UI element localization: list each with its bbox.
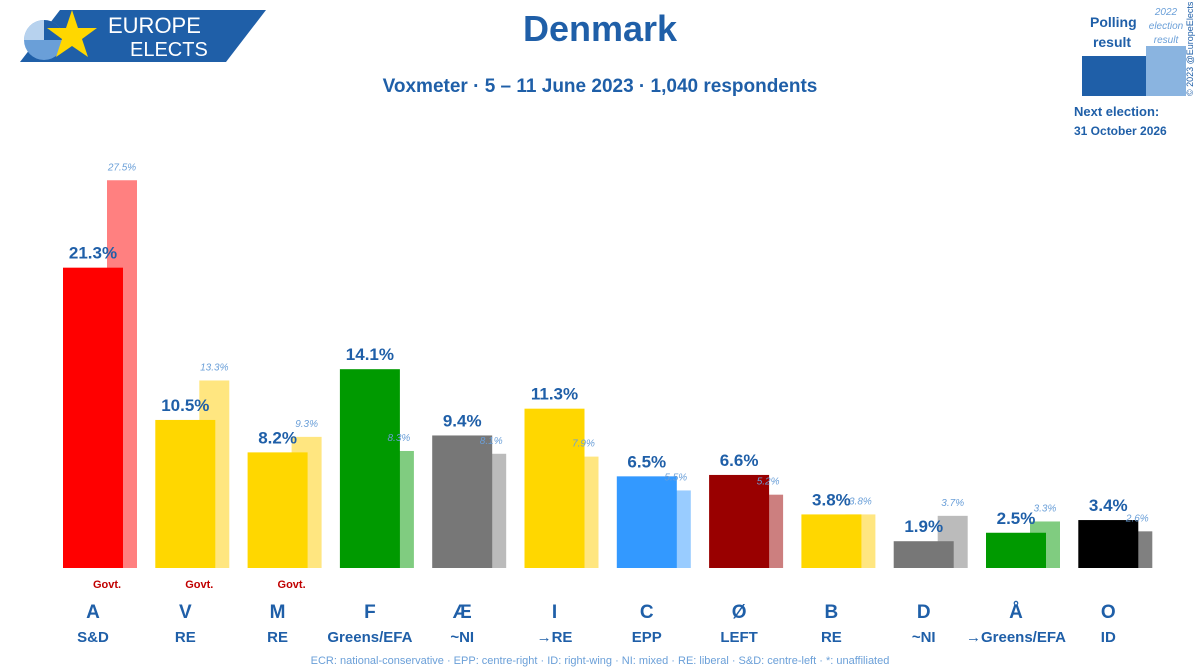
- bar-poll-label: 11.3%: [531, 385, 578, 404]
- category-group: RE: [267, 629, 288, 646]
- category-code: C: [640, 602, 654, 623]
- bar-poll-7: [709, 474, 770, 568]
- bar-poll-0: [63, 267, 123, 568]
- category-group: Greens/EFA: [327, 629, 412, 646]
- govt-marker: Govt.: [93, 579, 121, 591]
- bar-poll-label: 8.2%: [258, 428, 297, 447]
- bar-poll-6: [616, 476, 677, 568]
- category-code: Ø: [732, 602, 747, 623]
- bar-election-label: 7.9%: [572, 439, 595, 450]
- category-code: A: [86, 602, 100, 623]
- bar-election-label: 3.8%: [849, 496, 872, 507]
- bar-poll-9: [893, 541, 954, 568]
- bar-election-label: 9.3%: [295, 419, 318, 430]
- legend-polling-swatch: [1082, 56, 1146, 96]
- bar-election-label: 2.6%: [1125, 513, 1149, 524]
- bar-poll-4: [432, 435, 493, 568]
- bar-election-label: 5.5%: [664, 472, 687, 483]
- category-code: I: [552, 602, 557, 623]
- category-group: RE: [821, 629, 842, 646]
- footer-legend: ECR: national-conservative · EPP: centre…: [310, 655, 890, 667]
- europe-elects-logo: EUROPE ELECTS: [20, 10, 266, 62]
- bar-poll-label: 2.5%: [997, 509, 1036, 528]
- bar-election-label: 3.3%: [1034, 503, 1057, 514]
- bar-poll-8: [801, 514, 862, 568]
- bar-poll-label: 14.1%: [346, 345, 394, 364]
- bar-poll-10: [986, 532, 1046, 568]
- category-code: Æ: [453, 602, 472, 623]
- category-group: S&D: [77, 629, 109, 646]
- category-group: ID: [1101, 629, 1116, 646]
- bar-poll-1: [155, 419, 216, 568]
- legend-polling-label: Polling result: [1090, 14, 1137, 50]
- bar-poll-label: 6.6%: [720, 451, 759, 470]
- next-election-date: 31 October 2026: [1074, 124, 1167, 138]
- bar-poll-3: [339, 369, 400, 568]
- bar-poll-label: 21.3%: [69, 244, 117, 263]
- category-code: Å: [1009, 602, 1023, 623]
- govt-marker: Govt.: [185, 579, 213, 591]
- logo-line-2: ELECTS: [130, 39, 208, 61]
- category-group: RE: [175, 629, 196, 646]
- category-code: M: [270, 602, 286, 623]
- bar-election-label: 8.3%: [388, 433, 411, 444]
- bar-poll-label: 3.8%: [812, 490, 851, 509]
- bar-election-label: 8.1%: [480, 436, 503, 447]
- bar-poll-label: 3.4%: [1089, 496, 1128, 515]
- category-group: →Greens/EFA: [966, 629, 1066, 646]
- legend-election-swatch: [1146, 46, 1186, 96]
- next-election-label: Next election:: [1074, 104, 1160, 119]
- category-group: ~NI: [450, 629, 474, 646]
- category-code: D: [917, 602, 931, 623]
- chart-title: Denmark: [522, 8, 678, 49]
- govt-marker: Govt.: [278, 579, 306, 591]
- legend: Polling result 2022 election result Next…: [1072, 4, 1200, 144]
- bar-poll-label: 6.5%: [627, 452, 666, 471]
- category-code: F: [364, 602, 376, 623]
- bar-poll-label: 1.9%: [904, 517, 943, 536]
- bar-poll-label: 9.4%: [443, 411, 482, 430]
- bar-poll-5: [524, 408, 585, 568]
- bar-election-label: 13.3%: [200, 362, 228, 373]
- category-code: O: [1101, 602, 1116, 623]
- bar-poll-2: [247, 452, 308, 568]
- category-group: LEFT: [720, 629, 758, 646]
- category-group: EPP: [632, 629, 662, 646]
- category-code: V: [179, 602, 192, 623]
- bar-poll-label: 10.5%: [161, 396, 209, 415]
- legend-election-label: 2022 election result: [1148, 7, 1184, 46]
- chart-subtitle: Voxmeter · 5 – 11 June 2023 · 1,040 resp…: [382, 76, 818, 97]
- category-group: →RE: [537, 629, 573, 646]
- bar-election-label: 3.7%: [941, 498, 964, 509]
- category-code: B: [825, 602, 839, 623]
- bar-election-label: 5.2%: [757, 477, 780, 488]
- bar-election-label: 27.5%: [107, 162, 136, 173]
- category-group: ~NI: [912, 629, 936, 646]
- bar-poll-11: [1078, 520, 1139, 568]
- logo-line-1: EUROPE: [108, 13, 201, 38]
